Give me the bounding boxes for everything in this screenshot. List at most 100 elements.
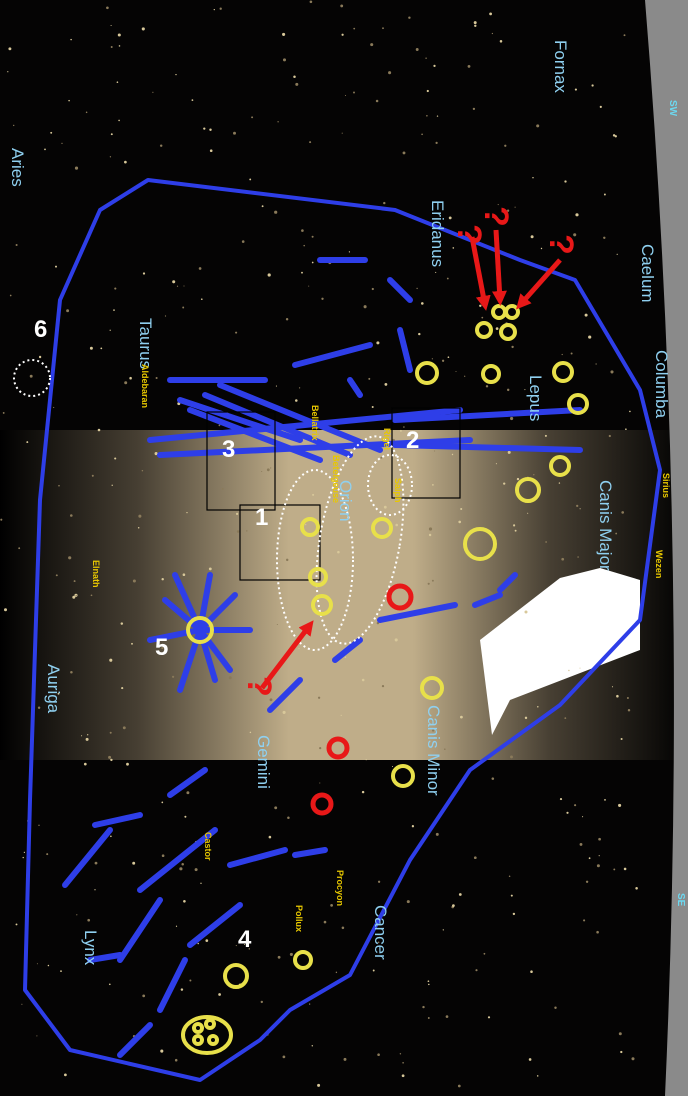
background-star bbox=[0, 518, 3, 521]
background-star bbox=[618, 1032, 622, 1036]
background-star bbox=[8, 47, 12, 51]
background-star bbox=[219, 7, 222, 10]
background-star bbox=[311, 1045, 314, 1047]
background-star bbox=[464, 375, 466, 377]
background-star bbox=[415, 48, 419, 51]
background-star bbox=[21, 1003, 23, 1005]
background-star bbox=[269, 698, 273, 702]
background-star bbox=[506, 209, 510, 212]
background-star bbox=[623, 34, 626, 37]
background-star bbox=[584, 313, 588, 317]
label-taurus: Taurus bbox=[136, 318, 155, 369]
background-star bbox=[428, 527, 433, 531]
background-star bbox=[536, 1075, 539, 1077]
background-star bbox=[129, 376, 132, 380]
background-star bbox=[118, 119, 120, 122]
background-star bbox=[110, 46, 113, 48]
background-star bbox=[138, 514, 142, 518]
background-star bbox=[208, 567, 212, 571]
background-star bbox=[132, 861, 136, 865]
background-star bbox=[70, 671, 73, 674]
background-star bbox=[524, 716, 528, 720]
background-star bbox=[183, 900, 186, 903]
background-star bbox=[377, 941, 380, 944]
background-star bbox=[100, 347, 103, 350]
star-pollux: Pollux bbox=[294, 905, 304, 932]
background-star bbox=[361, 678, 365, 682]
background-star bbox=[110, 133, 113, 136]
background-star bbox=[184, 815, 187, 818]
background-star bbox=[428, 983, 430, 986]
background-star bbox=[142, 994, 146, 998]
background-star bbox=[620, 737, 623, 741]
background-star bbox=[2, 411, 5, 414]
background-star bbox=[53, 406, 55, 409]
background-star bbox=[388, 71, 392, 75]
background-star bbox=[248, 948, 251, 950]
background-star bbox=[118, 45, 121, 47]
taurus-orion-lines bbox=[147, 257, 583, 463]
background-star bbox=[428, 533, 432, 537]
background-star bbox=[426, 89, 429, 93]
background-star bbox=[588, 857, 591, 860]
background-star bbox=[108, 983, 111, 986]
background-star bbox=[109, 658, 113, 662]
background-star bbox=[530, 970, 533, 973]
background-star bbox=[620, 1050, 623, 1054]
background-star bbox=[267, 273, 271, 277]
background-star bbox=[4, 608, 7, 612]
label-lepus: Lepus bbox=[526, 375, 545, 421]
background-star bbox=[413, 435, 417, 439]
background-star bbox=[579, 842, 583, 846]
background-star bbox=[57, 692, 60, 695]
background-star bbox=[260, 1000, 263, 1004]
background-star bbox=[131, 642, 133, 645]
background-star bbox=[261, 205, 264, 208]
background-star bbox=[422, 1005, 425, 1009]
star-aldebaran: Aldebaran bbox=[140, 364, 150, 408]
background-star bbox=[568, 669, 570, 672]
background-star bbox=[340, 4, 344, 8]
background-star bbox=[175, 925, 178, 927]
background-star bbox=[442, 929, 444, 931]
background-star bbox=[111, 484, 113, 486]
background-star bbox=[408, 16, 411, 19]
background-star bbox=[198, 267, 202, 270]
background-star bbox=[467, 64, 471, 68]
background-star bbox=[402, 151, 406, 155]
background-star bbox=[137, 526, 140, 529]
background-star bbox=[309, 141, 312, 144]
background-star bbox=[55, 265, 57, 268]
background-star bbox=[370, 43, 374, 47]
background-star bbox=[317, 1083, 321, 1087]
background-star bbox=[344, 94, 347, 97]
background-star bbox=[460, 715, 463, 719]
label-aries: Aries bbox=[8, 148, 27, 187]
background-star bbox=[76, 914, 78, 916]
dotted-outlines bbox=[13, 359, 413, 651]
background-star bbox=[544, 434, 547, 437]
background-star bbox=[213, 8, 215, 11]
background-star bbox=[473, 856, 477, 860]
background-star bbox=[427, 1017, 430, 1019]
background-star bbox=[68, 99, 70, 102]
background-star bbox=[446, 277, 449, 280]
background-star bbox=[180, 988, 184, 991]
background-star bbox=[475, 969, 478, 972]
auriga-burst bbox=[147, 572, 253, 693]
label-eridanus: Eridanus bbox=[428, 200, 447, 267]
background-star bbox=[495, 327, 499, 330]
background-star bbox=[537, 705, 539, 708]
background-star bbox=[436, 115, 439, 117]
background-star bbox=[120, 622, 124, 625]
background-star bbox=[485, 385, 489, 388]
background-star bbox=[613, 868, 616, 871]
background-star bbox=[441, 359, 445, 362]
background-star bbox=[191, 99, 194, 101]
background-star bbox=[85, 737, 89, 741]
canis-major-lines bbox=[377, 572, 518, 623]
background-star bbox=[497, 204, 499, 206]
background-star bbox=[361, 790, 365, 794]
label-auriga: Auriga bbox=[44, 664, 63, 714]
background-star bbox=[200, 298, 203, 301]
